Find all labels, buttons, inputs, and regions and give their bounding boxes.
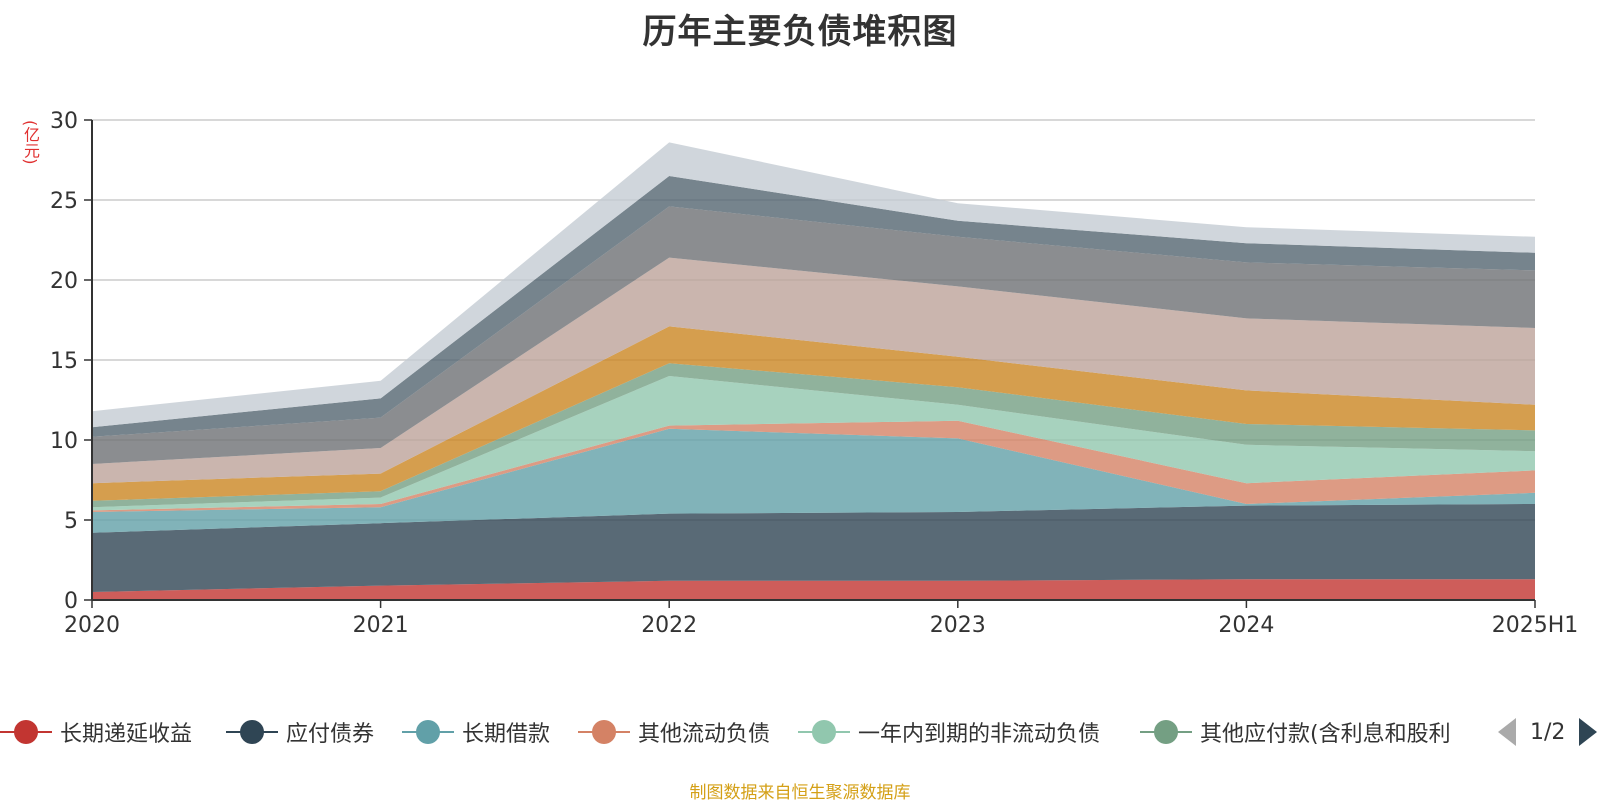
legend-marker-icon [798,712,850,752]
y-tick-label: 15 [50,349,78,374]
area-series-10 [92,142,1535,428]
legend-dot [812,720,836,744]
legend-label: 一年内到期的非流动负债 [858,722,1101,747]
legend-item[interactable]: 长期递延收益 [0,712,192,752]
area-series-7 [92,257,1535,484]
legend-marker-icon [0,712,52,752]
area-series-6 [92,326,1535,501]
legend-label: 长期递延收益 [60,722,193,747]
legend-dot [416,720,440,744]
axes: 0 5 10 15 20 25 30 2020 2021 2022 2023 2024 2025H1 [50,109,1578,638]
x-tick-label: 2025H1 [1492,613,1579,638]
legend-item[interactable]: 其他应付款(含利息和股利 [1140,712,1451,752]
legend: 长期递延收益 应付债券 长期借款 其他流动负债 一年内到期的非流动负债 其他应付款(含利息… [0,712,1600,752]
legend-label: 长期借款 [462,722,551,747]
chart-title: 历年主要负债堆积图 [642,12,958,52]
legend-item[interactable]: 应付债券 [226,712,374,752]
legend-label: 其他流动负债 [638,722,771,747]
legend-label: 应付债券 [286,722,375,747]
y-tick-label: 30 [50,109,78,134]
area-series-9 [92,176,1535,437]
y-tick-label: 0 [64,589,78,614]
source-note: 制图数据来自恒生聚源数据库 [689,783,911,803]
area-series-4 [92,376,1535,511]
legend-item[interactable]: 其他流动负债 [578,712,770,752]
legend-marker-icon [402,712,454,752]
y-tick-label: 5 [64,509,78,534]
area-series-2 [92,428,1535,533]
area-series-5 [92,363,1535,508]
legend-marker-icon [1140,712,1192,752]
area-series-0 [92,579,1535,600]
y-tick-label: 20 [50,269,78,294]
plot-area: 0 5 10 15 20 25 30 2020 2021 2022 2023 2024 2025H1 [50,109,1578,638]
legend-dot [14,720,38,744]
legend-item[interactable]: 长期借款 [402,712,550,752]
legend-label: 其他应付款(含利息和股利 [1200,722,1451,747]
legend-marker-icon [226,712,278,752]
legend-page-indicator: 1/2 [1530,719,1566,745]
y-axis-unit: (亿元) [21,120,40,165]
x-tick-label: 2021 [353,613,409,638]
legend-dot [240,720,264,744]
legend-pager: 1/2 [1498,712,1598,752]
y-tick-label: 25 [50,189,78,214]
y-tick-label: 10 [50,429,78,454]
x-tick-label: 2023 [930,613,986,638]
legend-dot [592,720,616,744]
area-series-1 [92,504,1535,592]
area-series [92,142,1535,600]
x-tick-label: 2024 [1218,613,1274,638]
legend-item[interactable]: 一年内到期的非流动负债 [798,712,1100,752]
legend-marker-icon [578,712,630,752]
x-tick-label: 2022 [641,613,697,638]
x-tick-label: 2020 [64,613,120,638]
legend-dot [1154,720,1178,744]
triangle-left-icon[interactable] [1498,718,1516,746]
triangle-right-icon[interactable] [1579,718,1598,746]
area-series-8 [92,206,1535,464]
